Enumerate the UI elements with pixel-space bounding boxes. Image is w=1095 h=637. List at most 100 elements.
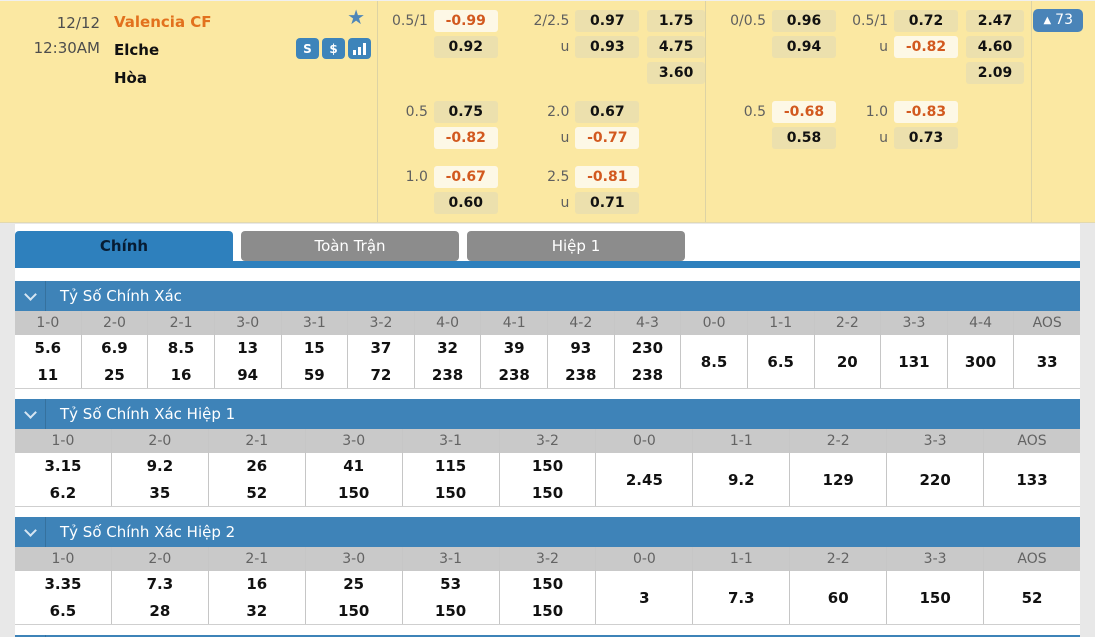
handicap-odds-cell[interactable]: 0.94 bbox=[772, 35, 836, 58]
score-odds-value[interactable]: 6.5 bbox=[767, 352, 794, 371]
score-odds-value[interactable]: 72 bbox=[370, 365, 392, 384]
score-odds-value[interactable]: 60 bbox=[827, 588, 849, 607]
overunder-odds-cell[interactable]: -0.83 bbox=[894, 100, 958, 123]
score-odds-value[interactable]: 25 bbox=[343, 575, 365, 594]
handicap-odds-cell[interactable]: -0.68 bbox=[772, 100, 836, 123]
score-odds-value[interactable]: 32 bbox=[437, 339, 458, 358]
score-odds-value[interactable]: 150 bbox=[531, 575, 564, 594]
score-odds-value[interactable]: 150 bbox=[919, 588, 951, 607]
overunder-odds-cell[interactable]: -0.81 bbox=[575, 165, 640, 188]
score-odds-value[interactable]: 3 bbox=[639, 588, 650, 607]
score-odds-value[interactable]: 94 bbox=[237, 365, 259, 384]
1x2-odds-cell[interactable]: 1.75 bbox=[647, 9, 705, 32]
score-odds-value[interactable]: 15 bbox=[303, 339, 325, 358]
score-odds-value[interactable]: 5.6 bbox=[34, 339, 62, 358]
handicap-odds-cell[interactable]: -0.67 bbox=[433, 165, 498, 188]
score-odds-value[interactable]: 150 bbox=[531, 601, 564, 620]
1x2-odds-cell[interactable]: 4.60 bbox=[966, 35, 1024, 58]
score-odds-value[interactable]: 238 bbox=[431, 365, 464, 384]
score-odds-value[interactable]: 150 bbox=[531, 483, 564, 502]
score-odds-value[interactable]: 16 bbox=[170, 365, 192, 384]
more-markets-badge[interactable]: ▲ 73 bbox=[1033, 9, 1083, 32]
away-team-name[interactable]: Elche bbox=[114, 41, 160, 59]
1x2-odds-cell[interactable]: 2.09 bbox=[966, 61, 1024, 84]
handicap-odds-cell[interactable]: -0.99 bbox=[433, 9, 498, 32]
handicap-odds-cell[interactable]: 0.96 bbox=[772, 9, 836, 32]
score-odds-value[interactable]: 37 bbox=[370, 339, 392, 358]
tab-1[interactable]: Chính bbox=[15, 231, 233, 261]
collapse-toggle[interactable] bbox=[15, 399, 46, 429]
dollar-icon[interactable]: $ bbox=[322, 38, 345, 59]
handicap-odds-cell[interactable]: 0.75 bbox=[433, 100, 498, 123]
favorite-star-icon[interactable]: ★ bbox=[347, 5, 365, 29]
home-team-name[interactable]: Valencia CF bbox=[114, 13, 212, 31]
score-odds-value[interactable]: 150 bbox=[531, 457, 564, 476]
score-odds-value[interactable]: 220 bbox=[919, 470, 951, 489]
score-odds-value[interactable]: 20 bbox=[836, 352, 858, 371]
tab-2[interactable]: Toàn Trận bbox=[241, 231, 459, 261]
score-odds-value[interactable]: 115 bbox=[434, 457, 467, 476]
handicap-odds-cell[interactable]: 0.92 bbox=[433, 35, 498, 58]
score-odds-value[interactable]: 6.2 bbox=[49, 483, 77, 502]
score-odds-value[interactable]: 3.15 bbox=[44, 457, 82, 476]
overunder-odds-cell[interactable]: 0.71 bbox=[575, 191, 640, 214]
tab-3[interactable]: Hiệp 1 bbox=[467, 231, 685, 261]
score-odds-value[interactable]: 13 bbox=[237, 339, 259, 358]
score-odds-value[interactable]: 129 bbox=[822, 470, 854, 489]
score-odds-value[interactable]: 28 bbox=[149, 601, 171, 620]
overunder-odds-cell[interactable]: 0.67 bbox=[575, 100, 640, 123]
score-odds-value[interactable]: 11 bbox=[37, 365, 59, 384]
stats-icon[interactable] bbox=[348, 38, 371, 59]
score-odds-value[interactable]: 131 bbox=[898, 352, 930, 371]
score-odds-value[interactable]: 41 bbox=[343, 457, 365, 476]
score-odds-value[interactable]: 59 bbox=[303, 365, 325, 384]
score-odds-value[interactable]: 35 bbox=[149, 483, 171, 502]
score-odds-value[interactable]: 133 bbox=[1016, 470, 1048, 489]
score-odds-value[interactable]: 39 bbox=[503, 339, 525, 358]
score-odds-value[interactable]: 7.3 bbox=[146, 575, 174, 594]
collapse-toggle[interactable] bbox=[15, 517, 46, 547]
score-odds-value[interactable]: 150 bbox=[338, 483, 370, 502]
score-odds-value[interactable]: 150 bbox=[434, 601, 467, 620]
score-odds-value[interactable]: 7.3 bbox=[728, 588, 755, 607]
collapse-toggle[interactable] bbox=[15, 635, 46, 637]
score-odds-value[interactable]: 26 bbox=[246, 457, 268, 476]
handicap-odds-cell[interactable]: -0.82 bbox=[433, 126, 498, 149]
overunder-odds-cell[interactable]: 0.72 bbox=[894, 9, 958, 32]
score-odds-value[interactable]: 9.2 bbox=[146, 457, 174, 476]
score-odds-value[interactable]: 32 bbox=[246, 601, 268, 620]
score-odds-value[interactable]: 16 bbox=[246, 575, 268, 594]
score-odds-value[interactable]: 238 bbox=[498, 365, 530, 384]
handicap-odds-cell[interactable]: 0.58 bbox=[772, 126, 836, 149]
score-odds-value[interactable]: 238 bbox=[565, 365, 597, 384]
score-odds-value[interactable]: 238 bbox=[631, 365, 664, 384]
score-odds-value[interactable]: 3.35 bbox=[44, 575, 82, 594]
score-odds-value[interactable]: 52 bbox=[1021, 588, 1043, 607]
score-odds-value[interactable]: 8.5 bbox=[167, 339, 195, 358]
score-odds-value[interactable]: 6.5 bbox=[49, 601, 77, 620]
score-odds-value[interactable]: 9.2 bbox=[728, 470, 755, 489]
1x2-odds-cell[interactable]: 3.60 bbox=[647, 61, 705, 84]
overunder-odds-cell[interactable]: -0.77 bbox=[575, 126, 640, 149]
score-odds-value[interactable]: 52 bbox=[246, 483, 268, 502]
score-odds-value[interactable]: 230 bbox=[631, 339, 664, 358]
betslip-icon[interactable]: S bbox=[296, 38, 319, 59]
score-odds-value[interactable]: 8.5 bbox=[700, 352, 728, 371]
1x2-odds-cell[interactable]: 4.75 bbox=[647, 35, 705, 58]
score-odds-value[interactable]: 300 bbox=[964, 352, 997, 371]
score-odds-value[interactable]: 150 bbox=[338, 601, 370, 620]
overunder-odds-cell[interactable]: -0.82 bbox=[894, 35, 958, 58]
overunder-odds-cell[interactable]: 0.97 bbox=[575, 9, 640, 32]
score-odds-value[interactable]: 33 bbox=[1036, 352, 1058, 371]
handicap-odds-cell[interactable]: 0.60 bbox=[433, 191, 498, 214]
overunder-odds-cell[interactable]: 0.73 bbox=[894, 126, 958, 149]
1x2-odds-cell[interactable]: 2.47 bbox=[966, 9, 1024, 32]
collapse-toggle[interactable] bbox=[15, 281, 46, 311]
score-odds-value[interactable]: 93 bbox=[570, 339, 592, 358]
score-odds-value[interactable]: 6.9 bbox=[101, 339, 128, 358]
score-odds-value[interactable]: 2.45 bbox=[625, 470, 663, 489]
overunder-odds-cell[interactable]: 0.93 bbox=[575, 35, 640, 58]
score-odds-value[interactable]: 25 bbox=[104, 365, 125, 384]
score-odds-value[interactable]: 53 bbox=[440, 575, 462, 594]
score-odds-value[interactable]: 150 bbox=[434, 483, 467, 502]
